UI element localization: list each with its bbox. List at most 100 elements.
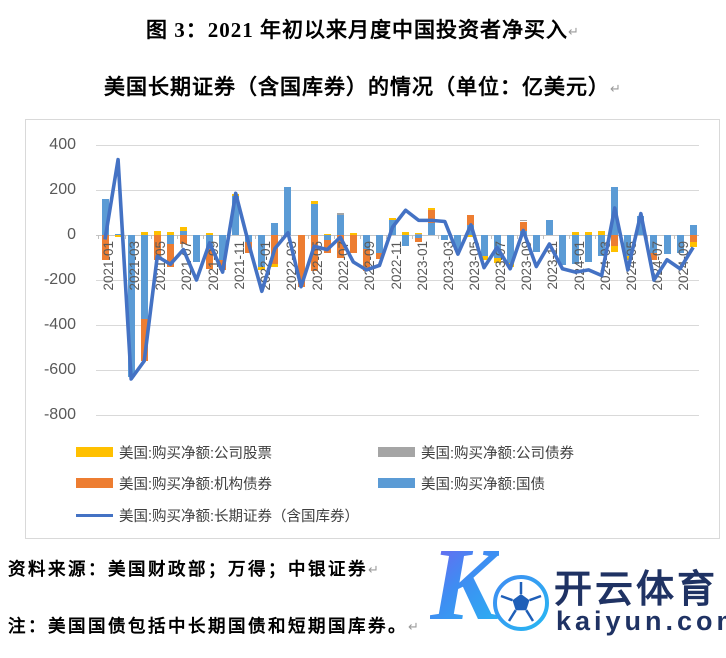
bar-segment: [637, 215, 645, 235]
axis-tick: [595, 235, 597, 239]
bar-segment: [454, 235, 462, 250]
axis-tick: [98, 235, 100, 239]
footnote: 注：美国国债包括中长期国债和短期国库券。↵: [8, 613, 421, 638]
legend-item: 美国:购买净额:公司股票: [76, 445, 272, 462]
bar-segment: [153, 230, 161, 235]
bar-segment: [101, 199, 109, 235]
bar-segment: [572, 235, 580, 265]
bar-segment: [415, 238, 423, 242]
axis-tick: [124, 235, 126, 239]
bar-segment: [519, 221, 527, 231]
legend-item: 美国:购买净额:公司债券: [378, 445, 574, 462]
chart-title-line1-text: 图 3：2021 年初以来月度中国投资者净买入: [146, 18, 569, 42]
y-axis-label: 200: [49, 181, 76, 198]
bar-segment: [480, 235, 488, 257]
bar-segment: [598, 230, 606, 235]
trend-line: [103, 157, 695, 381]
axis-tick: [673, 235, 675, 239]
bar-segment: [689, 224, 697, 235]
bar-segment: [153, 235, 161, 260]
y-axis-label: -600: [43, 361, 76, 378]
bar-segment: [140, 319, 148, 361]
bar-segment: [219, 235, 227, 260]
legend-color-swatch: [76, 447, 113, 457]
bar-segment: [323, 233, 331, 235]
axis-tick: [568, 235, 570, 239]
y-axis-label: 0: [67, 226, 76, 243]
bar-segment: [624, 256, 632, 260]
legend-label: 美国:购买净额:长期证券（含国库券）: [119, 508, 360, 525]
axis-tick: [542, 235, 544, 239]
bar-segment: [467, 214, 475, 225]
legend-item: 美国:购买净额:国债: [378, 476, 545, 493]
legend-color-swatch: [76, 478, 113, 488]
bar-segment: [611, 235, 619, 247]
bar-segment: [624, 235, 632, 257]
footnote-text: 注：美国国债包括中长期国债和短期国库券。: [8, 616, 408, 636]
y-axis-label: -800: [43, 406, 76, 423]
axis-tick: [255, 235, 257, 239]
bar-segment: [663, 235, 671, 255]
bar-segment: [415, 233, 423, 235]
gridline: [96, 144, 699, 146]
bar-segment: [140, 235, 148, 320]
bar-segment: [611, 246, 619, 252]
bar-segment: [506, 235, 514, 264]
bar-segment: [650, 235, 658, 253]
legend-line-swatch: [76, 513, 113, 517]
bar-segment: [179, 235, 187, 244]
bar-segment: [310, 203, 318, 235]
bar-segment: [428, 222, 436, 235]
bar-segment: [428, 208, 436, 211]
bar-segment: [362, 235, 370, 249]
bar-segment: [480, 256, 488, 260]
axis-tick: [490, 235, 492, 239]
gridline: [96, 324, 699, 326]
paragraph-mark: ↵: [408, 619, 422, 634]
soccer-ball-icon: [493, 575, 549, 631]
bar-segment: [258, 266, 266, 270]
bar-segment: [297, 235, 305, 287]
bar-segment: [140, 231, 148, 235]
bar-segment: [415, 232, 423, 234]
bar-segment: [336, 212, 344, 215]
bar-segment: [258, 235, 266, 267]
bar-segment: [192, 235, 200, 262]
axis-tick: [516, 235, 518, 239]
watermark-brand-text: 开云体育: [554, 569, 719, 611]
bar-segment: [206, 248, 214, 269]
bar-segment: [336, 214, 344, 235]
legend-color-swatch: [378, 478, 415, 488]
bar-segment: [519, 219, 527, 222]
bar-segment: [545, 220, 553, 235]
axis-tick: [647, 235, 649, 239]
bar-segment: [166, 244, 174, 267]
bar-segment: [166, 235, 174, 244]
axis-tick: [281, 235, 283, 239]
legend-item: 美国:购买净额:长期证券（含国库券）: [76, 508, 359, 525]
bar-segment: [402, 231, 410, 235]
bar-segment: [402, 235, 410, 247]
bar-segment: [650, 253, 658, 260]
chart-title-line1: 图 3：2021 年初以来月度中国投资者净买入↵: [0, 14, 726, 44]
bar-segment: [415, 235, 423, 239]
bar-segment: [336, 235, 344, 258]
bar-segment: [689, 241, 697, 248]
bar-segment: [676, 235, 684, 253]
bar-segment: [689, 235, 697, 242]
y-axis-label: -400: [43, 316, 76, 333]
axis-tick: [333, 235, 335, 239]
axis-tick: [203, 235, 205, 239]
gridline: [96, 189, 699, 191]
source-note: 资料来源：美国财政部；万得；中银证券↵: [8, 556, 381, 581]
source-note-text: 资料来源：美国财政部；万得；中银证券: [8, 559, 368, 579]
bar-segment: [284, 186, 292, 235]
watermark-domain-text: kaiyun.com: [556, 606, 726, 636]
bar-segment: [323, 239, 331, 253]
chart-frame: 400 200 0 -200 -400 -600 -800 2021-01 2021-03 202…: [25, 119, 720, 539]
bar-segment: [271, 264, 279, 267]
bar-segment: [558, 235, 566, 266]
bar-segment: [493, 257, 501, 264]
chart-title-line2-text: 美国长期证券（含国库券）的情况（单位：亿美元）: [104, 75, 611, 99]
legend-label: 美国:购买净额:机构债券: [119, 476, 273, 493]
